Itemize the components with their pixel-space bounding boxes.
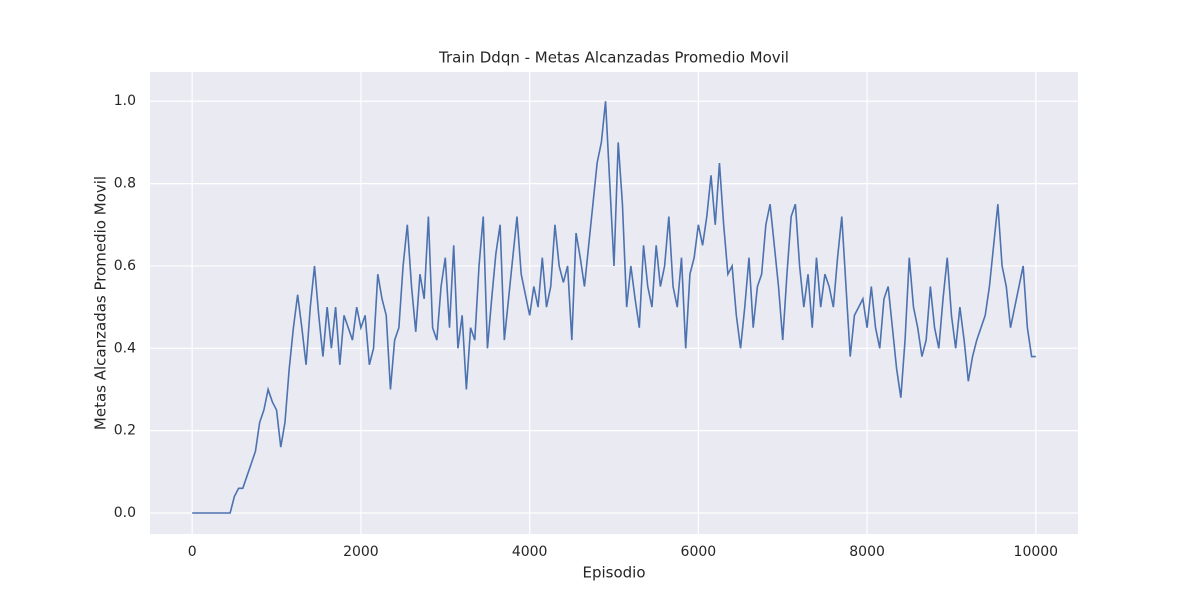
plot-area <box>150 72 1078 534</box>
x-axis-label: Episodio <box>582 564 645 582</box>
data-line <box>192 101 1036 514</box>
y-tick-label: 0.4 <box>114 340 136 356</box>
y-tick-label: 1.0 <box>114 93 136 109</box>
x-tick-label: 8000 <box>849 544 885 560</box>
x-tick-label: 2000 <box>343 544 379 560</box>
x-tick-label: 4000 <box>512 544 548 560</box>
y-tick-label: 0.8 <box>114 176 136 192</box>
y-tick-label: 0.2 <box>114 423 136 439</box>
y-tick-label: 0.6 <box>114 258 136 274</box>
y-tick-label: 0.0 <box>114 505 136 521</box>
x-tick-label: 0 <box>188 544 197 560</box>
x-tick-label: 6000 <box>681 544 717 560</box>
x-tick-label: 10000 <box>1014 544 1059 560</box>
y-axis-label: Metas Alcanzadas Promedio Movil <box>92 176 110 430</box>
chart-title: Train Ddqn - Metas Alcanzadas Promedio M… <box>438 49 789 67</box>
